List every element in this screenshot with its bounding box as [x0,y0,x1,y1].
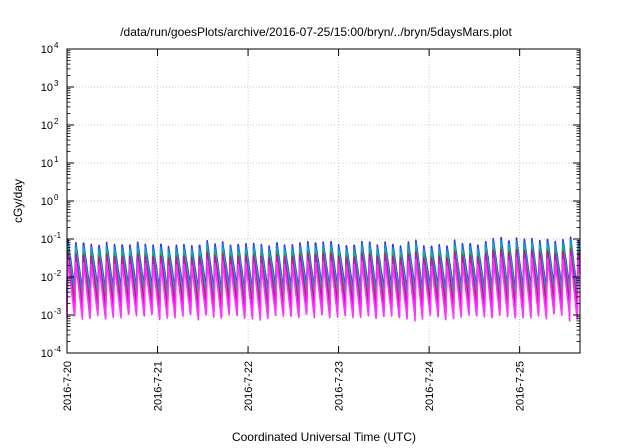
series-line-7 [66,255,581,322]
y-tick-label: 10 [41,310,53,322]
x-tick-label: 2016-7-20 [62,361,74,411]
x-tick-label: 2016-7-21 [153,361,165,411]
y-tick-exponent: -4 [54,345,62,354]
y-tick-exponent: -2 [54,269,62,278]
y-tick-label: 10 [41,348,53,360]
x-tick-label: 2016-7-22 [243,361,255,411]
y-tick-label: 10 [41,44,53,56]
y-tick-label: 10 [41,272,53,284]
y-tick-label: 10 [41,234,53,246]
y-tick-label: 10 [41,196,53,208]
y-tick-exponent: -3 [54,307,62,316]
x-axis: 2016-7-20 2016-7-21 2016-7-22 2016-7-23 2016… [62,49,527,411]
series-lines [66,236,581,322]
y-tick-exponent: 4 [54,41,59,50]
x-tick-label: 2016-7-23 [334,361,346,411]
y-tick-exponent: 3 [54,79,59,88]
y-tick-exponent: 0 [54,193,59,202]
x-tick-label: 2016-7-24 [424,361,436,411]
y-tick-label: 10 [41,120,53,132]
y-tick-exponent: -1 [54,231,62,240]
y-tick-exponent: 1 [54,155,59,164]
y-axis-label: cGy/day [11,179,25,223]
y-tick-label: 10 [41,82,53,94]
x-axis-label: Coordinated Universal Time (UTC) [232,430,416,444]
y-tick-label: 10 [41,158,53,170]
x-tick-label: 2016-7-25 [515,361,527,411]
y-tick-exponent: 2 [54,117,59,126]
chart-title: /data/run/goesPlots/archive/2016-07-25/1… [120,25,512,39]
